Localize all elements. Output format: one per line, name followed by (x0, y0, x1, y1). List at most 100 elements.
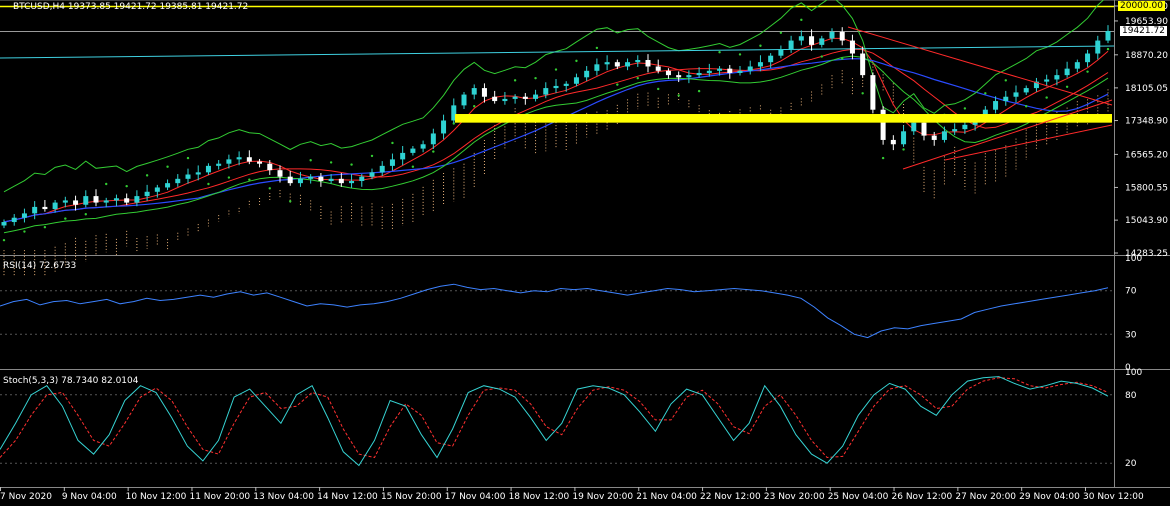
psar-dot (1065, 85, 1069, 88)
rsi-title-label: RSI(14) 72.6733 (3, 261, 77, 271)
stoch-tick-label: 100 (1125, 368, 1142, 378)
y-tick-label: 18105.05 (1125, 84, 1168, 94)
candle-bull (195, 172, 201, 175)
candle-bear (809, 36, 815, 45)
candle-bull (1013, 92, 1019, 97)
psar-dot (43, 226, 47, 229)
psar-dot (738, 53, 742, 56)
candle-bull (1054, 75, 1060, 80)
x-tick-label: 21 Nov 04:00 (636, 492, 697, 502)
psar-dot (1045, 96, 1048, 99)
candle-bear (655, 66, 661, 71)
support-resistance-zone (455, 114, 1112, 123)
psar-dot (125, 184, 128, 188)
candle-bull (185, 174, 191, 179)
x-tick-label: 14 Nov 12:00 (317, 492, 378, 502)
psar-dot (186, 156, 190, 160)
level-tag-20000: 20000.00 (1118, 1, 1165, 11)
candle-bull (144, 191, 150, 197)
candle-bull (441, 120, 447, 134)
psar-dot (595, 46, 599, 50)
candle-bear (870, 75, 876, 110)
candle-bull (216, 163, 222, 166)
candle-bull (502, 98, 508, 102)
ichimoku-cloud (3, 63, 1109, 277)
candle-bull (604, 62, 610, 65)
psar-dot (64, 217, 67, 220)
x-tick-label: 29 Nov 04:00 (1019, 492, 1080, 502)
candle-bull (941, 131, 947, 140)
candlestick-series (1, 25, 1111, 229)
x-tick-label: 30 Nov 12:00 (1083, 492, 1144, 502)
candle-bull (512, 96, 518, 99)
psar-dot (554, 68, 558, 71)
rsi-tick-label: 0 (1125, 363, 1131, 373)
psar-dot (963, 107, 967, 110)
candle-bull (962, 124, 968, 130)
candle-bull (113, 198, 119, 201)
candle-bear (42, 206, 48, 210)
candle-bear (727, 68, 733, 73)
candle-bear (849, 40, 855, 54)
ma-fast-line (3, 37, 1109, 223)
candle-bull (798, 36, 804, 41)
rsi-tick-label: 30 (1125, 330, 1137, 340)
candle-bull (52, 202, 58, 210)
candle-bull (430, 133, 436, 145)
trend-overlays (455, 26, 1113, 170)
x-tick-label: 7 Nov 2020 (0, 492, 52, 502)
candle-bull (635, 60, 641, 63)
candle-bull (1095, 40, 1101, 54)
candle-bull (451, 105, 457, 121)
candle-bull (553, 85, 559, 89)
x-tick-label: 10 Nov 12:00 (126, 492, 187, 502)
candle-bull (328, 178, 334, 181)
rsi-pane: 100 70 30 0 (0, 254, 1142, 373)
psar-dot (984, 92, 987, 95)
psar-dot (370, 154, 374, 158)
psar-dot (534, 76, 537, 80)
x-tick-label: 22 Nov 12:00 (700, 492, 761, 502)
candle-bull (788, 40, 794, 50)
candle-bull (83, 196, 89, 205)
psar-dot (1086, 70, 1089, 73)
candle-bull (32, 206, 38, 214)
candle-bull (829, 31, 835, 39)
candle-bear (522, 96, 528, 99)
candle-bull (696, 72, 702, 76)
psar-dot (779, 31, 783, 34)
candle-bull (379, 165, 385, 173)
candle-bull (584, 70, 590, 78)
x-tick-label: 17 Nov 04:00 (445, 492, 506, 502)
stoch-signal-line (0, 377, 1109, 459)
psar-dot (800, 18, 803, 22)
candle-bull (1074, 62, 1080, 69)
x-tick-label: 27 Nov 20:00 (955, 492, 1016, 502)
trendline-channel (944, 124, 1113, 161)
lower-band-line (3, 55, 1109, 234)
candle-bull (819, 38, 825, 45)
psar-dot (391, 141, 394, 145)
psar-dot (268, 187, 271, 190)
psar-dot (432, 150, 435, 153)
psar-dot (145, 174, 149, 177)
candle-bull (533, 94, 539, 99)
candle-bull (134, 196, 140, 203)
candle-bull (461, 94, 467, 106)
candle-bull (175, 178, 181, 184)
x-tick-label: 13 Nov 04:00 (253, 492, 314, 502)
stoch-tick-label: 20 (1125, 459, 1137, 469)
psar-dot (881, 156, 885, 160)
candle-bull (686, 75, 692, 78)
psar-dot (452, 122, 455, 125)
x-tick-label: 11 Nov 20:00 (189, 492, 250, 502)
psar-dot (1004, 79, 1007, 82)
candle-bear (665, 70, 671, 76)
candle-bull (21, 213, 27, 218)
candle-bear (246, 157, 252, 162)
psar-dot (1025, 105, 1028, 108)
psar-dot (105, 182, 108, 186)
candle-bear (481, 88, 487, 97)
candle-bear (73, 200, 79, 205)
